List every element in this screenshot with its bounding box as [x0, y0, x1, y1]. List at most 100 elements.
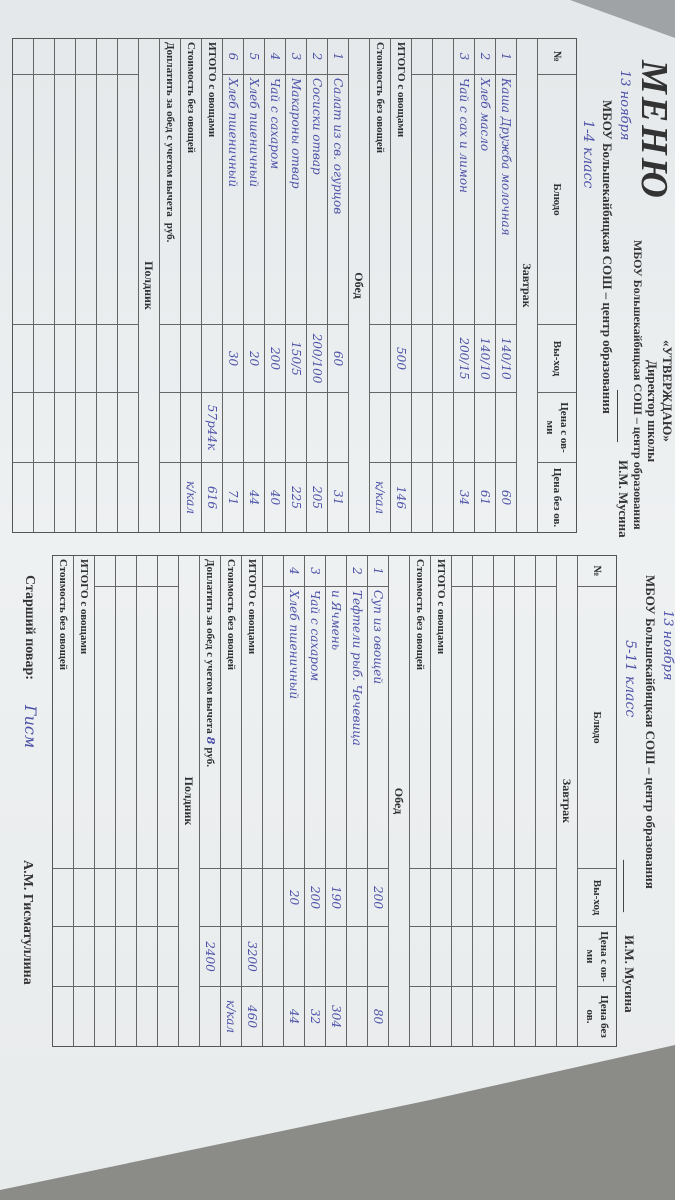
empty-cell [433, 392, 453, 462]
empty-cell [55, 74, 75, 324]
total-yield [181, 324, 201, 392]
total-yield [410, 868, 430, 926]
total-price-without-veg [160, 462, 180, 532]
empty-cell [452, 926, 472, 986]
total-row: Стоимость без овощей [53, 556, 74, 1046]
currency-suffix: руб. [204, 747, 216, 767]
empty-cell [263, 986, 283, 1046]
empty-cell [137, 926, 157, 986]
empty-cell [536, 556, 556, 586]
section-label: Обед [392, 787, 406, 815]
empty-cell [433, 462, 453, 532]
price-without-veg: 225 [286, 462, 306, 532]
total-label: Стоимость без овощей [53, 556, 73, 868]
price-with-veg [284, 926, 304, 986]
empty-cell [263, 586, 283, 868]
total-label: Доплатить за обед с учетом вычета руб. [160, 39, 180, 324]
total-yield [202, 324, 222, 392]
price-without-veg: 44 [244, 462, 264, 532]
dish-yield: 200/100 [307, 324, 327, 392]
total-label-text: ИТОГО с овощами [395, 42, 407, 138]
table-row: 2 Сосиски отвар 200/100 205 [307, 39, 328, 532]
empty-cell [137, 986, 157, 1046]
empty-cell [158, 986, 178, 1046]
total-price-with-veg [221, 926, 241, 986]
empty-cell [55, 39, 75, 74]
total-row: Стоимость без овощей к/кал [221, 556, 242, 1046]
price-with-veg [305, 926, 325, 986]
item-number: 1 [499, 52, 513, 61]
total-row: Стоимость без овощей к/кал [181, 39, 202, 532]
empty-cell [494, 868, 514, 926]
table-row: 5 Хлеб пшеничный 20 44 [244, 39, 265, 532]
empty-row [473, 556, 494, 1046]
empty-cell [452, 586, 472, 868]
dish-name: Чай с сах и лимон [454, 74, 474, 324]
total-label-text: Стоимость без овощей [374, 42, 386, 154]
dish-yield [347, 868, 367, 926]
empty-cell [494, 556, 514, 586]
empty-cell [137, 586, 157, 868]
total-label: Стоимость без овощей [181, 39, 201, 324]
empty-cell [494, 986, 514, 1046]
dish-yield: 190 [326, 868, 346, 926]
col-number-header: № [591, 565, 603, 577]
empty-cell [55, 324, 75, 392]
item-number [326, 556, 346, 586]
dish-yield: 60 [328, 324, 348, 392]
empty-cell [116, 586, 136, 868]
deduction-amount: 8 [204, 736, 217, 745]
total-label-text: Стоимость без овощей [225, 559, 237, 671]
empty-cell [55, 392, 75, 462]
dish-name: Суп из овощей [368, 586, 388, 868]
empty-row [95, 556, 116, 1046]
approval-name: И.М. Мусина [616, 460, 631, 538]
empty-cell [494, 926, 514, 986]
price-without-veg: 31 [328, 462, 348, 532]
empty-cell [158, 586, 178, 868]
dish-name: Хлеб пшеничный [284, 586, 304, 868]
school-name: МБОУ Большекайбицкая СОШ – центр образов… [643, 575, 658, 889]
item-number: 2 [478, 52, 492, 61]
total-row: Доплатить за обед с учетом вычета 8 руб. 24… [200, 556, 221, 1046]
total-label-text: ИТОГО с овощами [246, 559, 258, 655]
total-row: ИТОГО с овощами [431, 556, 452, 1046]
empty-cell [76, 324, 96, 392]
empty-cell [536, 986, 556, 1046]
price-with-veg [244, 392, 264, 462]
total-price-with-veg [74, 926, 94, 986]
empty-cell [515, 986, 535, 1046]
empty-row [158, 556, 179, 1046]
empty-cell [412, 74, 432, 324]
empty-cell [34, 324, 54, 392]
total-label-text: ИТОГО с овощами [206, 42, 218, 138]
table-header: № Блюдо Вы-ход Цена с ов-ми Цена без ов. [538, 39, 576, 532]
total-yield [370, 324, 390, 392]
total-label-text: Стоимость без овощей [57, 559, 69, 671]
section-label: Полдник [142, 261, 156, 310]
table-row: 1 Каша Дружба молочная 140/10 60 [496, 39, 517, 532]
total-label-text: Стоимость без овощей [414, 559, 426, 671]
empty-cell [412, 392, 432, 462]
total-label: ИТОГО с овощами [242, 556, 262, 868]
col-price-with-veg-header: Цена с ов-ми [578, 926, 616, 986]
total-price-with-veg [181, 392, 201, 462]
dish-yield: 200 [265, 324, 285, 392]
price-without-veg: 71 [223, 462, 243, 532]
total-label-text: ИТОГО с овощами [435, 559, 447, 655]
price-without-veg: 304 [326, 986, 346, 1046]
empty-cell [97, 462, 117, 532]
empty-cell [412, 462, 432, 532]
class-group: 5-11 класс [622, 640, 638, 718]
dish-yield: 200 [368, 868, 388, 926]
item-number: 3 [308, 567, 322, 575]
empty-row [263, 556, 284, 1046]
empty-cell [116, 986, 136, 1046]
total-label-text: Стоимость без овощей [185, 42, 197, 154]
approval-stamp: «УТВЕРЖДАЮ» [660, 340, 675, 442]
empty-cell [34, 392, 54, 462]
empty-cell [158, 868, 178, 926]
empty-row [55, 39, 76, 532]
item-number: 4 [287, 567, 301, 575]
